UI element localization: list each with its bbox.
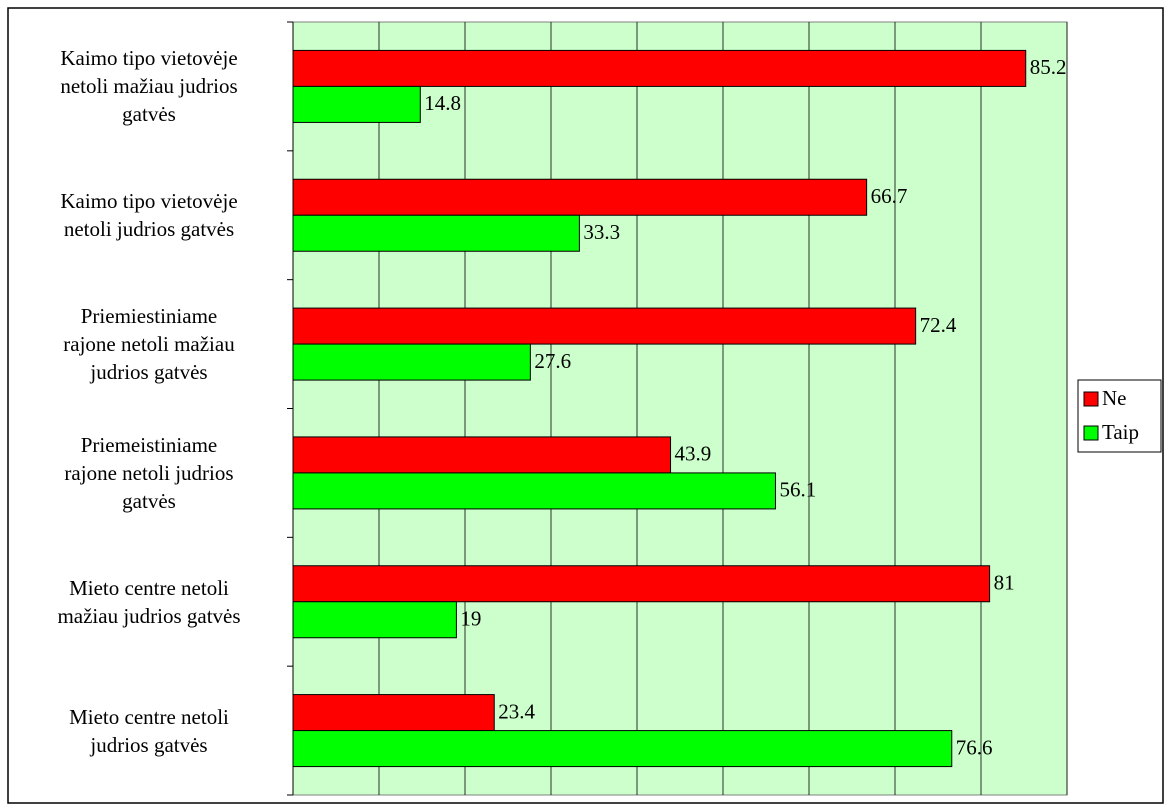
bar [292, 214, 580, 252]
bar [292, 601, 457, 639]
legend-label: Ne [1102, 386, 1127, 410]
bar [292, 565, 991, 603]
bar [292, 85, 421, 123]
bar [292, 472, 776, 510]
value-label: 85.2 [1030, 55, 1067, 79]
value-label: 14.8 [424, 91, 461, 115]
bar [292, 436, 672, 474]
legend-swatch [1083, 391, 1099, 407]
value-label: 19 [460, 607, 481, 631]
y-tick-label: Mieto centre netoli judrios gatvės [69, 704, 229, 757]
y-tick-label: Kaimo tipo vietovėje netoli mažiau judri… [60, 46, 238, 127]
value-label: 72.4 [920, 313, 957, 337]
bar [292, 49, 1027, 87]
y-tick-label: Priemeistiniame rajone netoli judrios ga… [64, 432, 234, 513]
bar [292, 343, 531, 381]
bar [292, 730, 953, 768]
y-tick-label: Mieto centre netoli mažiau judrios gatvė… [57, 575, 241, 628]
y-tick-label: Priemiestiniame rajone netoli mažiau jud… [63, 304, 235, 385]
value-label: 33.3 [583, 220, 620, 244]
bar [292, 694, 495, 732]
value-label: 76.6 [956, 735, 993, 759]
value-label: 43.9 [675, 442, 712, 466]
legend-swatch [1083, 425, 1099, 441]
value-label: 23.4 [498, 699, 535, 723]
y-tick-label: Kaimo tipo vietovėje netoli judrios gatv… [60, 189, 238, 242]
bar [292, 307, 917, 345]
value-label: 56.1 [779, 478, 816, 502]
value-label: 27.6 [534, 349, 571, 373]
value-label: 81 [994, 571, 1015, 595]
plot-area [292, 21, 1068, 796]
bar [292, 178, 868, 216]
legend-label: Taip [1102, 420, 1139, 444]
value-label: 66.7 [871, 184, 908, 208]
